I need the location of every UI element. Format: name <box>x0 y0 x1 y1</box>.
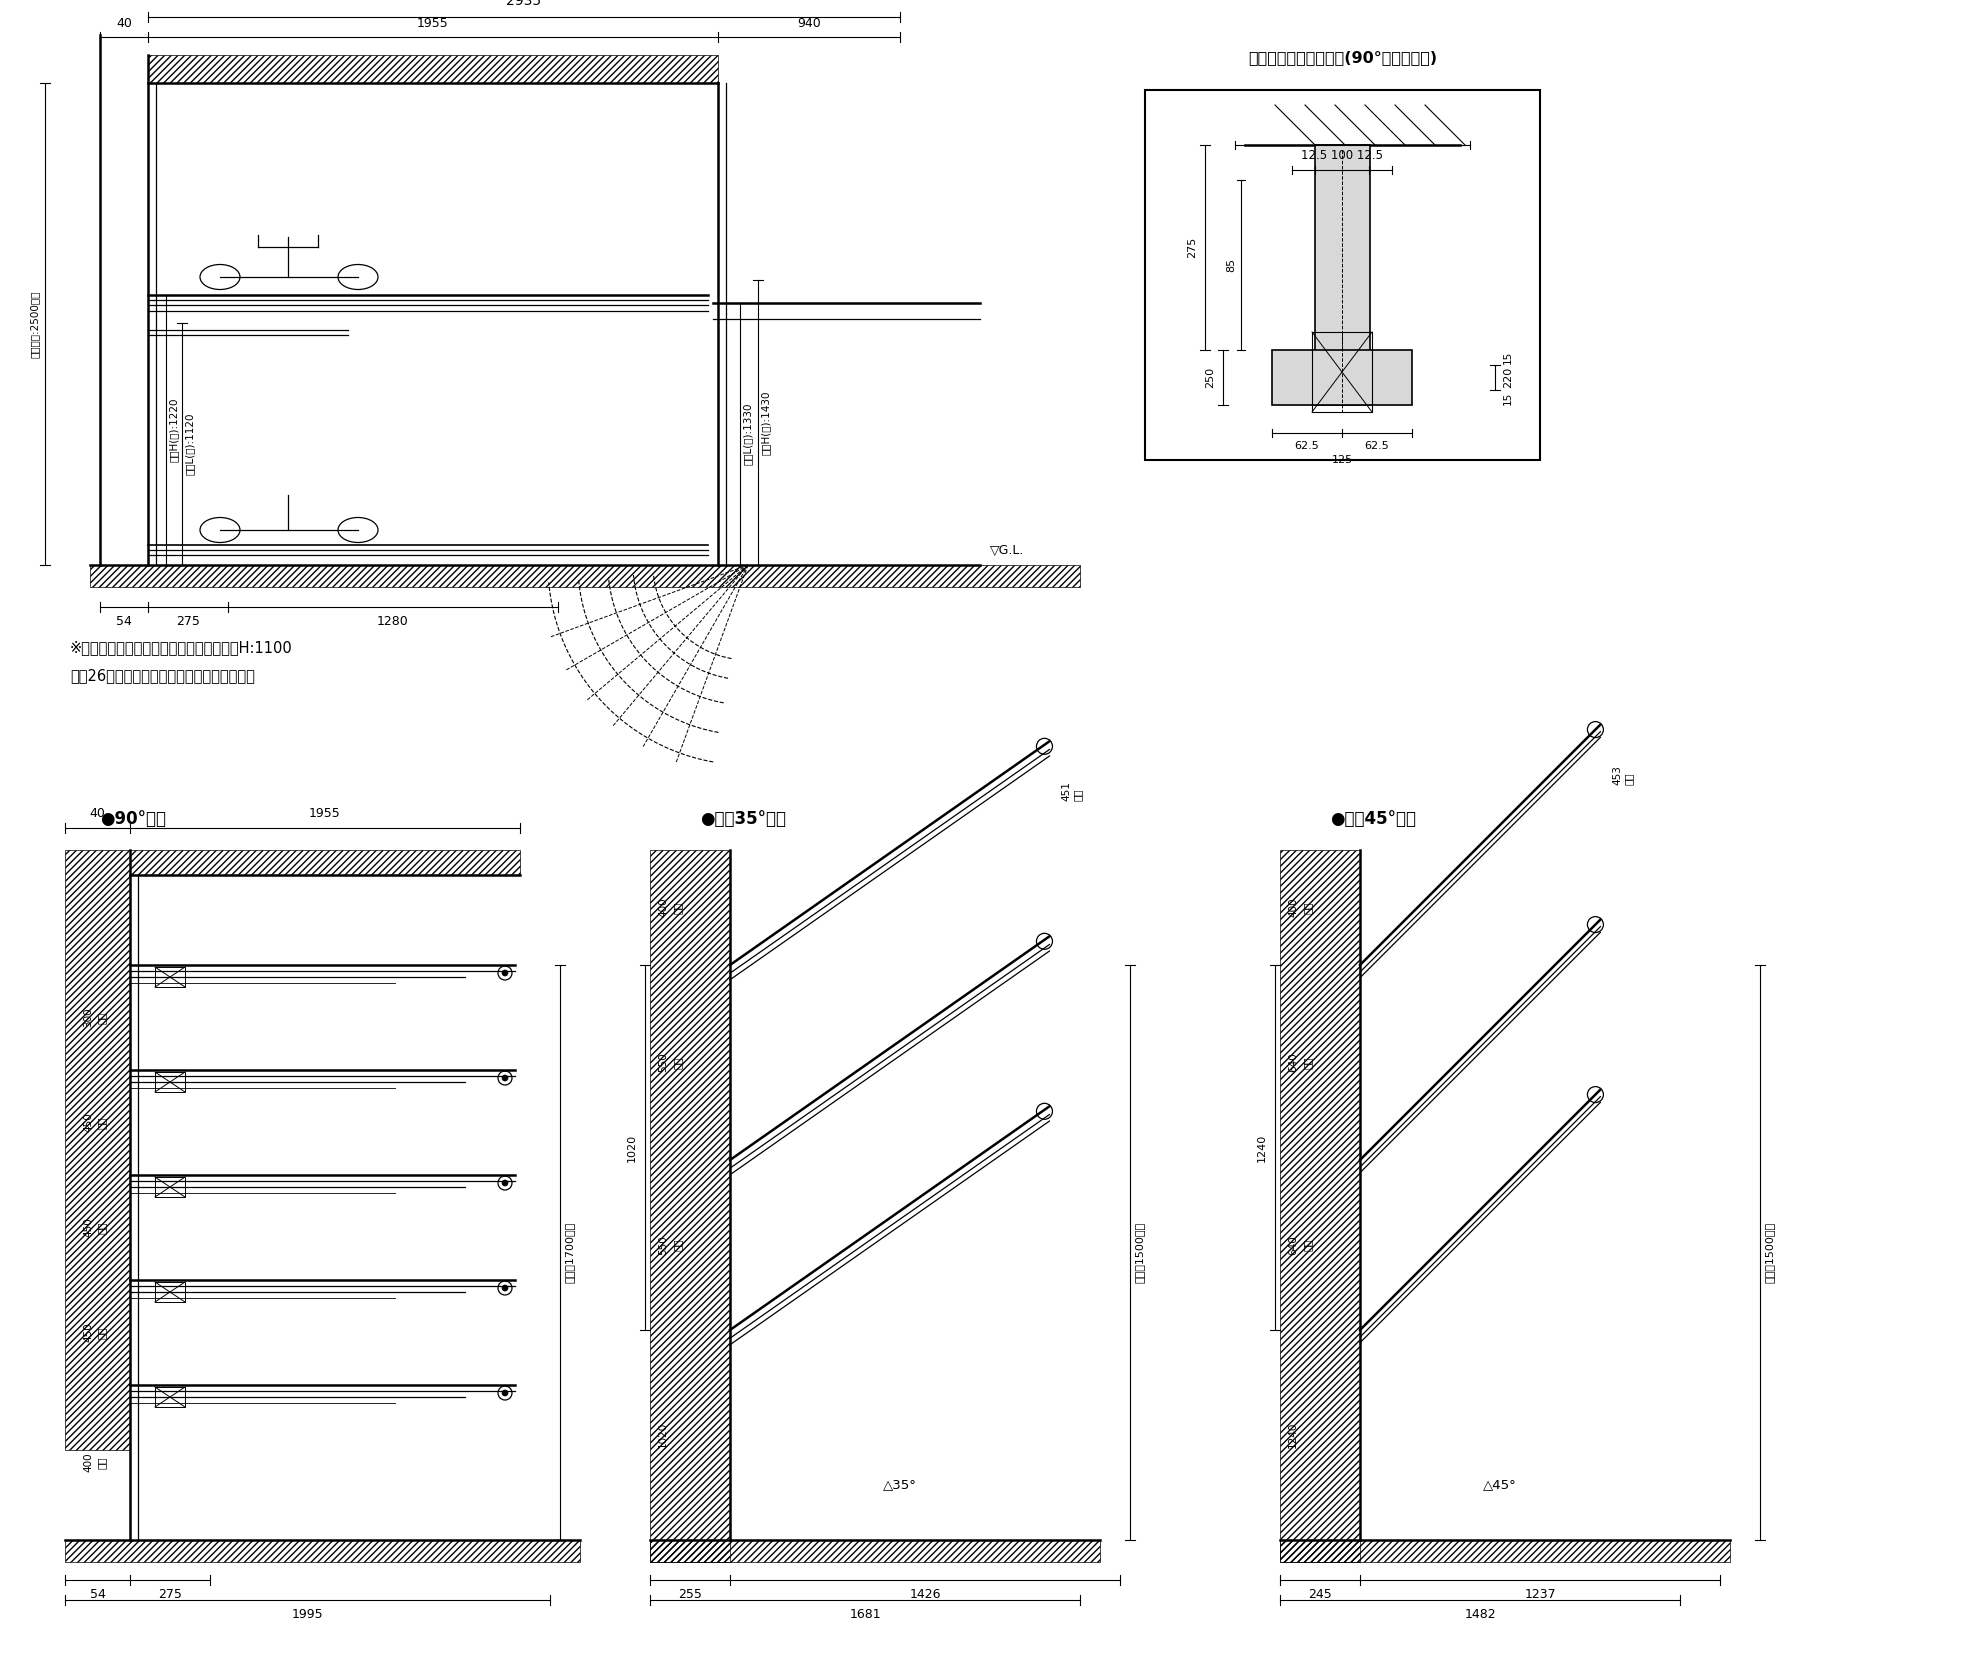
Text: 15: 15 <box>1503 391 1513 404</box>
Text: 54: 54 <box>117 616 132 627</box>
Text: 1237: 1237 <box>1525 1589 1556 1600</box>
Text: 1280: 1280 <box>377 616 409 627</box>
Text: 85: 85 <box>1226 258 1236 271</box>
Text: （26インチの場合）の設置例を示します。: （26インチの場合）の設置例を示します。 <box>69 669 255 684</box>
Bar <box>154 1072 186 1092</box>
Circle shape <box>502 970 508 976</box>
Text: 天井高さ:2500以上: 天井高さ:2500以上 <box>30 290 40 357</box>
Text: 支柱L(低):1120: 支柱L(低):1120 <box>186 412 196 475</box>
Text: 1955: 1955 <box>417 17 448 30</box>
Text: 40: 40 <box>89 808 105 819</box>
Text: ●斜め45°設置: ●斜め45°設置 <box>1329 809 1416 828</box>
Text: 400: 400 <box>1288 897 1298 917</box>
Bar <box>1280 1541 1730 1562</box>
Bar <box>1315 146 1371 405</box>
Text: △45°: △45° <box>1483 1478 1517 1491</box>
Bar <box>91 564 1080 588</box>
Text: 2935: 2935 <box>506 0 541 8</box>
Text: ●90°設置: ●90°設置 <box>101 809 166 828</box>
Text: 以上: 以上 <box>1304 1238 1313 1251</box>
Text: 通路幅1700以上: 通路幅1700以上 <box>565 1221 575 1283</box>
Text: 250: 250 <box>1205 367 1215 387</box>
Circle shape <box>502 1076 508 1081</box>
Text: 以上: 以上 <box>97 1326 107 1339</box>
Text: ※上図は自転車のハンドル高（ベル含む）H:1100: ※上図は自転車のハンドル高（ベル含む）H:1100 <box>69 640 292 655</box>
Bar <box>154 1283 186 1302</box>
Text: 450: 450 <box>83 1322 93 1342</box>
Text: 以上: 以上 <box>97 1115 107 1129</box>
Bar <box>154 1387 186 1407</box>
Text: 12.5 100 12.5: 12.5 100 12.5 <box>1302 149 1382 162</box>
Text: 940: 940 <box>798 17 822 30</box>
Text: 1240: 1240 <box>1256 1134 1268 1162</box>
Text: 以上: 以上 <box>97 1456 107 1468</box>
Text: △35°: △35° <box>883 1478 916 1491</box>
Text: 1681: 1681 <box>849 1609 881 1620</box>
Text: 1995: 1995 <box>292 1609 324 1620</box>
Circle shape <box>502 1390 508 1397</box>
Text: 1240: 1240 <box>1288 1422 1298 1448</box>
Text: 支柱H(高):1220: 支柱H(高):1220 <box>170 397 180 462</box>
Text: 支柱L(低):1330: 支柱L(低):1330 <box>743 402 752 465</box>
Text: 550: 550 <box>658 1053 668 1072</box>
Text: ●斜め35°設置: ●斜め35°設置 <box>699 809 786 828</box>
Bar <box>1272 349 1412 405</box>
Text: 450: 450 <box>83 1112 93 1132</box>
Text: ▽G.L.: ▽G.L. <box>989 544 1025 558</box>
Text: 以上: 以上 <box>1304 1056 1313 1069</box>
Bar <box>130 851 519 875</box>
Text: 245: 245 <box>1307 1589 1331 1600</box>
Text: 通路幅1500以上: 通路幅1500以上 <box>1766 1221 1776 1283</box>
Text: 1426: 1426 <box>908 1589 940 1600</box>
Text: 275: 275 <box>1187 237 1197 258</box>
Text: 以上: 以上 <box>97 1011 107 1024</box>
Text: 453
以上: 453 以上 <box>1612 765 1633 784</box>
Text: 以上: 以上 <box>97 1221 107 1233</box>
Text: 1955: 1955 <box>310 808 342 819</box>
Text: 300: 300 <box>83 1008 93 1028</box>
Bar <box>650 1541 1100 1562</box>
Text: 255: 255 <box>677 1589 701 1600</box>
Bar <box>1146 89 1540 460</box>
Bar <box>154 967 186 986</box>
Bar <box>148 55 719 83</box>
Text: 54: 54 <box>89 1589 105 1600</box>
Text: 451
以上: 451 以上 <box>1061 781 1082 801</box>
Text: 125: 125 <box>1331 455 1353 465</box>
Text: 400: 400 <box>83 1453 93 1473</box>
Circle shape <box>502 1180 508 1187</box>
Text: 以上: 以上 <box>673 1238 683 1251</box>
Bar <box>650 851 731 1562</box>
Text: 450: 450 <box>83 1218 93 1238</box>
Text: 62.5: 62.5 <box>1296 440 1319 452</box>
Bar <box>65 851 130 1450</box>
Text: 以上: 以上 <box>1304 902 1313 914</box>
Bar <box>1311 333 1373 412</box>
Text: 40: 40 <box>117 17 132 30</box>
Text: 1020: 1020 <box>658 1422 668 1448</box>
Text: 640: 640 <box>1288 1235 1298 1254</box>
Text: 1020: 1020 <box>626 1134 638 1162</box>
Text: 275: 275 <box>158 1589 182 1600</box>
Text: 275: 275 <box>176 616 199 627</box>
Text: 62.5: 62.5 <box>1365 440 1388 452</box>
Text: 以上: 以上 <box>673 902 683 914</box>
Text: 支柱ベースプレート部(90°設置の場合): 支柱ベースプレート部(90°設置の場合) <box>1248 50 1438 65</box>
Bar <box>154 1177 186 1197</box>
Text: 15: 15 <box>1503 351 1513 364</box>
Text: 1482: 1482 <box>1463 1609 1495 1620</box>
Text: 400: 400 <box>658 897 668 917</box>
Bar <box>1280 851 1361 1562</box>
Text: 220: 220 <box>1503 367 1513 389</box>
Text: 550: 550 <box>658 1235 668 1254</box>
Text: 支柱H(高):1430: 支柱H(高):1430 <box>760 391 770 455</box>
Text: 通路幅1500以上: 通路幅1500以上 <box>1136 1221 1146 1283</box>
Text: 640: 640 <box>1288 1053 1298 1072</box>
Bar <box>65 1541 581 1562</box>
Circle shape <box>502 1284 508 1291</box>
Text: 以上: 以上 <box>673 1056 683 1069</box>
